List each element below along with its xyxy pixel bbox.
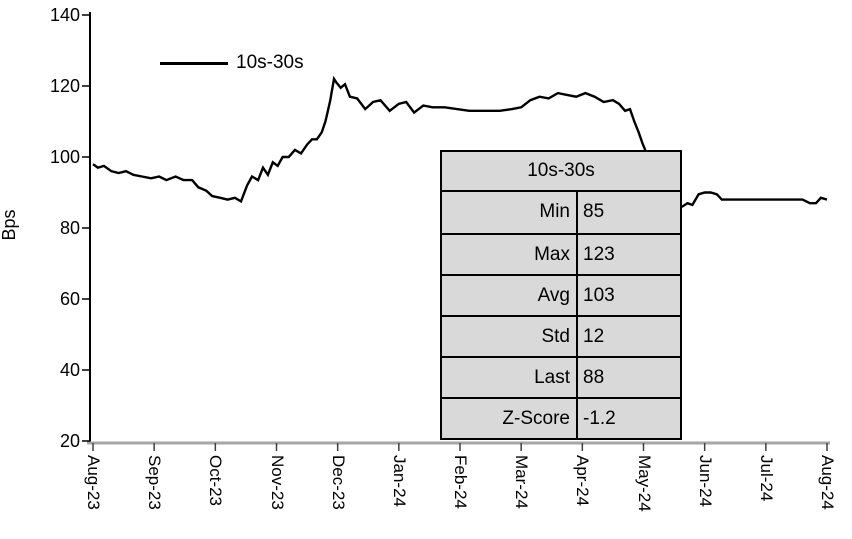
stat-label-last: Last — [442, 358, 578, 397]
y-tick-label: 140 — [49, 5, 80, 25]
stats-row-avg: Avg 103 — [442, 274, 680, 315]
x-tick-label: May-24 — [634, 455, 654, 512]
stat-value-max: 123 — [583, 244, 615, 265]
stat-label-zscore: Z-Score — [442, 399, 578, 438]
x-tick-label: Jun-24 — [695, 455, 715, 507]
x-tick-label: Dec-23 — [328, 455, 348, 510]
stats-row-last: Last 88 — [442, 356, 680, 397]
stats-row-zscore: Z-Score -1.2 — [442, 397, 680, 438]
stats-table: 10s-30s Min 85 Max 123 Avg 103 Std 12 La… — [440, 150, 682, 440]
stats-row-max: Max 123 — [442, 233, 680, 274]
stat-value-std: 12 — [583, 326, 605, 347]
stat-value-min: 85 — [583, 201, 605, 222]
y-tick-label: 80 — [59, 218, 80, 238]
y-tick-label: 20 — [59, 431, 80, 451]
stat-value-last: 88 — [583, 367, 605, 388]
x-tick-label: Sep-23 — [145, 455, 165, 510]
stats-row-min: Min 85 — [442, 192, 680, 233]
y-tick-label: 60 — [59, 289, 80, 309]
stats-table-title: 10s-30s — [442, 152, 680, 192]
legend: 10s-30s — [160, 52, 304, 74]
x-tick-label: Oct-23 — [206, 455, 226, 507]
x-tick-label: Apr-24 — [573, 455, 593, 507]
stat-value-avg: 103 — [583, 285, 615, 306]
x-tick-label: Mar-24 — [512, 455, 532, 509]
legend-line-swatch — [160, 61, 228, 65]
x-tick-label: Aug-23 — [84, 455, 103, 510]
x-tick-label: Feb-24 — [451, 455, 470, 509]
y-tick-label: 40 — [59, 360, 80, 380]
stat-label-min: Min — [442, 192, 578, 233]
stats-row-std: Std 12 — [442, 315, 680, 356]
x-tick-label: Nov-23 — [267, 455, 287, 510]
y-axis-title: Bps — [0, 209, 19, 241]
stat-label-max: Max — [442, 235, 578, 274]
legend-series-label: 10s-30s — [236, 52, 304, 73]
x-tick-label: Jan-24 — [389, 455, 409, 507]
stat-value-zscore: -1.2 — [583, 408, 616, 429]
x-tick-label: Jul-24 — [756, 455, 776, 502]
stat-label-avg: Avg — [442, 276, 578, 315]
series-line-10s-30s — [92, 75, 828, 212]
y-tick-label: 120 — [49, 76, 80, 96]
stat-label-std: Std — [442, 317, 578, 356]
y-tick-label: 100 — [49, 147, 80, 167]
x-tick-label: Aug-24 — [818, 455, 837, 510]
